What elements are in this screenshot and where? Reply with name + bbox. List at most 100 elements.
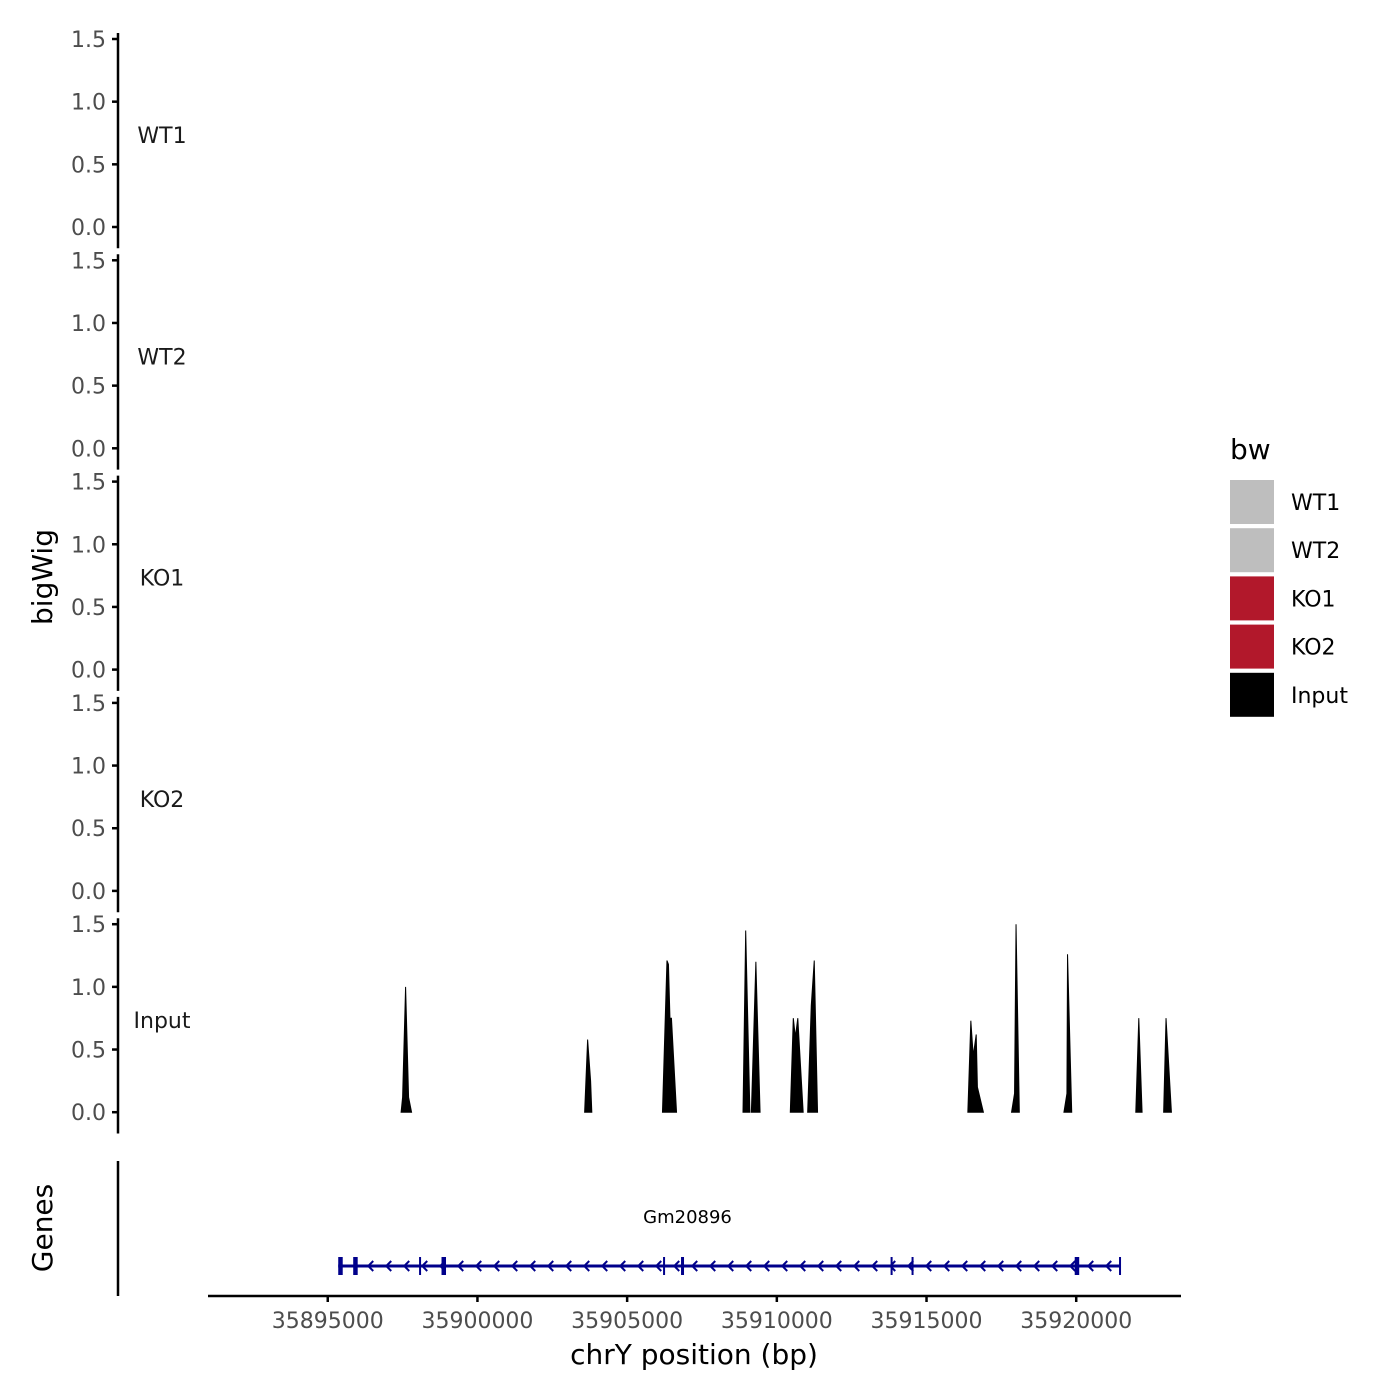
signal-peak-input-3: [742, 930, 751, 1113]
strand-arrow-gm20896-31: [924, 1260, 932, 1272]
strand-arrow-gm20896-32: [942, 1260, 950, 1272]
y-tick-label-ko1-0: 0.0: [71, 659, 106, 684]
strand-arrow-gm20896-9: [528, 1260, 536, 1272]
y-tick-label-ko2-3: 1.5: [71, 692, 106, 717]
y-tick-label-wt1-2: 1.0: [71, 91, 106, 116]
exon-gm20896-3: [441, 1257, 447, 1275]
y-tick-label-wt2-3: 1.5: [71, 249, 106, 274]
legend-label-wt1: WT1: [1291, 491, 1340, 516]
strand-arrow-gm20896-20: [726, 1260, 734, 1272]
track-ko1: 0.0 0.5 1.0 1.5 KO1: [71, 471, 184, 691]
legend-title: bw: [1230, 433, 1271, 466]
strand-arrow-gm20896-12: [582, 1260, 590, 1272]
strand-arrow-gm20896-6: [474, 1260, 482, 1272]
track-ko2: 0.0 0.5 1.0 1.5 KO2: [71, 692, 184, 913]
strand-arrow-gm20896-14: [618, 1260, 626, 1272]
y-axis-title: bigWig: [26, 529, 59, 625]
signal-peak-input-2: [661, 960, 678, 1113]
y-tick-label-ko1-3: 1.5: [71, 471, 106, 496]
strand-arrow-gm20896-24: [798, 1260, 806, 1272]
strand-arrow-gm20896-2: [402, 1260, 410, 1272]
exon-gm20896-4: [663, 1257, 666, 1275]
legend-swatch-input: [1230, 672, 1274, 717]
y-tick-label-wt2-1: 0.5: [71, 375, 106, 400]
exon-gm20896-7: [911, 1257, 914, 1275]
exon-gm20896-9: [1119, 1257, 1122, 1275]
signal-peak-input-5: [789, 1018, 804, 1113]
strand-arrow-gm20896-34: [978, 1260, 986, 1272]
gene-label-gm20896: Gm20896: [643, 1207, 732, 1228]
strand-arrow-gm20896-40: [1086, 1260, 1094, 1272]
y-tick-label-ko1-1: 0.5: [71, 596, 106, 621]
strand-arrow-gm20896-27: [852, 1260, 860, 1272]
strand-arrow-gm20896-33: [960, 1260, 968, 1272]
strand-arrow-gm20896-17: [672, 1260, 680, 1272]
x-tick-label-1: 35900000: [421, 1309, 533, 1334]
x-tick-label-2: 35905000: [571, 1309, 683, 1334]
exon-gm20896-8: [1074, 1257, 1080, 1275]
strand-arrow-gm20896-10: [546, 1260, 554, 1272]
track-label-wt2: WT2: [137, 345, 186, 370]
exon-gm20896-2: [419, 1257, 422, 1275]
strand-arrow-gm20896-41: [1104, 1260, 1112, 1272]
legend-label-wt2: WT2: [1291, 539, 1340, 564]
y-tick-label-wt1-0: 0.0: [71, 216, 106, 241]
legend: WT1 WT2 KO1 KO2 Input: [1230, 480, 1348, 717]
strand-arrow-gm20896-35: [996, 1260, 1004, 1272]
genes-axis-title: Genes: [26, 1184, 59, 1272]
y-tick-label-ko1-2: 1.0: [71, 533, 106, 558]
strand-arrow-gm20896-29: [888, 1260, 896, 1272]
legend-swatch-wt2: [1230, 528, 1274, 573]
strand-arrow-gm20896-22: [762, 1260, 770, 1272]
x-tick-label-0: 35895000: [272, 1309, 384, 1334]
y-tick-label-input-1: 0.5: [71, 1039, 106, 1064]
signal-peak-input-0: [400, 986, 413, 1113]
y-tick-label-ko2-2: 1.0: [71, 755, 106, 780]
y-tick-label-ko2-1: 0.5: [71, 817, 106, 842]
x-tick-label-3: 35910000: [721, 1309, 833, 1334]
strand-arrow-gm20896-7: [492, 1260, 500, 1272]
y-tick-label-input-3: 1.5: [71, 913, 106, 938]
track-label-input: Input: [134, 1009, 191, 1034]
strand-arrow-gm20896-37: [1032, 1260, 1040, 1272]
strand-arrow-gm20896-11: [564, 1260, 572, 1272]
genes-layer: Gm20896: [116, 1161, 1122, 1296]
strand-arrow-gm20896-15: [636, 1260, 644, 1272]
strand-arrow-gm20896-19: [708, 1260, 716, 1272]
exon-gm20896-1: [353, 1257, 358, 1275]
y-tick-label-input-0: 0.0: [71, 1101, 106, 1126]
strand-arrow-gm20896-3: [420, 1260, 428, 1272]
signal-peak-input-6: [807, 960, 819, 1113]
strand-arrow-gm20896-23: [780, 1260, 788, 1272]
signal-peak-input-11: [1163, 1018, 1172, 1113]
signal-peak-input-10: [1135, 1018, 1143, 1113]
strand-arrow-gm20896-25: [816, 1260, 824, 1272]
exon-gm20896-6: [890, 1257, 893, 1275]
track-wt1: 0.0 0.5 1.0 1.5 WT1: [71, 28, 187, 249]
y-tick-label-ko2-0: 0.0: [71, 880, 106, 905]
signal-peak-input-4: [750, 961, 761, 1113]
track-wt2: 0.0 0.5 1.0 1.5 WT2: [71, 249, 187, 470]
y-tick-label-wt1-3: 1.5: [71, 28, 106, 53]
strand-arrow-gm20896-8: [510, 1260, 518, 1272]
gene-gm20896: Gm20896: [338, 1207, 1122, 1275]
y-tick-label-wt1-1: 0.5: [71, 153, 106, 178]
strand-arrow-gm20896-13: [600, 1260, 608, 1272]
signal-peak-input-8: [1010, 924, 1020, 1113]
tracks-layer: 0.0 0.5 1.0 1.5 WT1 0.0 0.5 1.0 1.5 WT2 0.0 0.5 1.0 1…: [71, 28, 1172, 1134]
y-tick-label-input-2: 1.0: [71, 976, 106, 1001]
track-input: 0.0 0.5 1.0 1.5 Input: [71, 913, 1172, 1134]
legend-label-ko2: KO2: [1291, 636, 1336, 661]
signal-peak-input-1: [584, 1039, 593, 1113]
strand-arrow-gm20896-36: [1014, 1260, 1022, 1272]
x-tick-label-5: 35920000: [1020, 1309, 1132, 1334]
exon-gm20896-5: [681, 1257, 685, 1275]
y-tick-label-wt2-2: 1.0: [71, 312, 106, 337]
legend-label-input: Input: [1291, 684, 1348, 709]
strand-arrow-gm20896-26: [834, 1260, 842, 1272]
legend-label-ko1: KO1: [1291, 587, 1336, 612]
signal-peak-input-7: [967, 1020, 985, 1113]
strand-arrow-gm20896-1: [384, 1260, 392, 1272]
